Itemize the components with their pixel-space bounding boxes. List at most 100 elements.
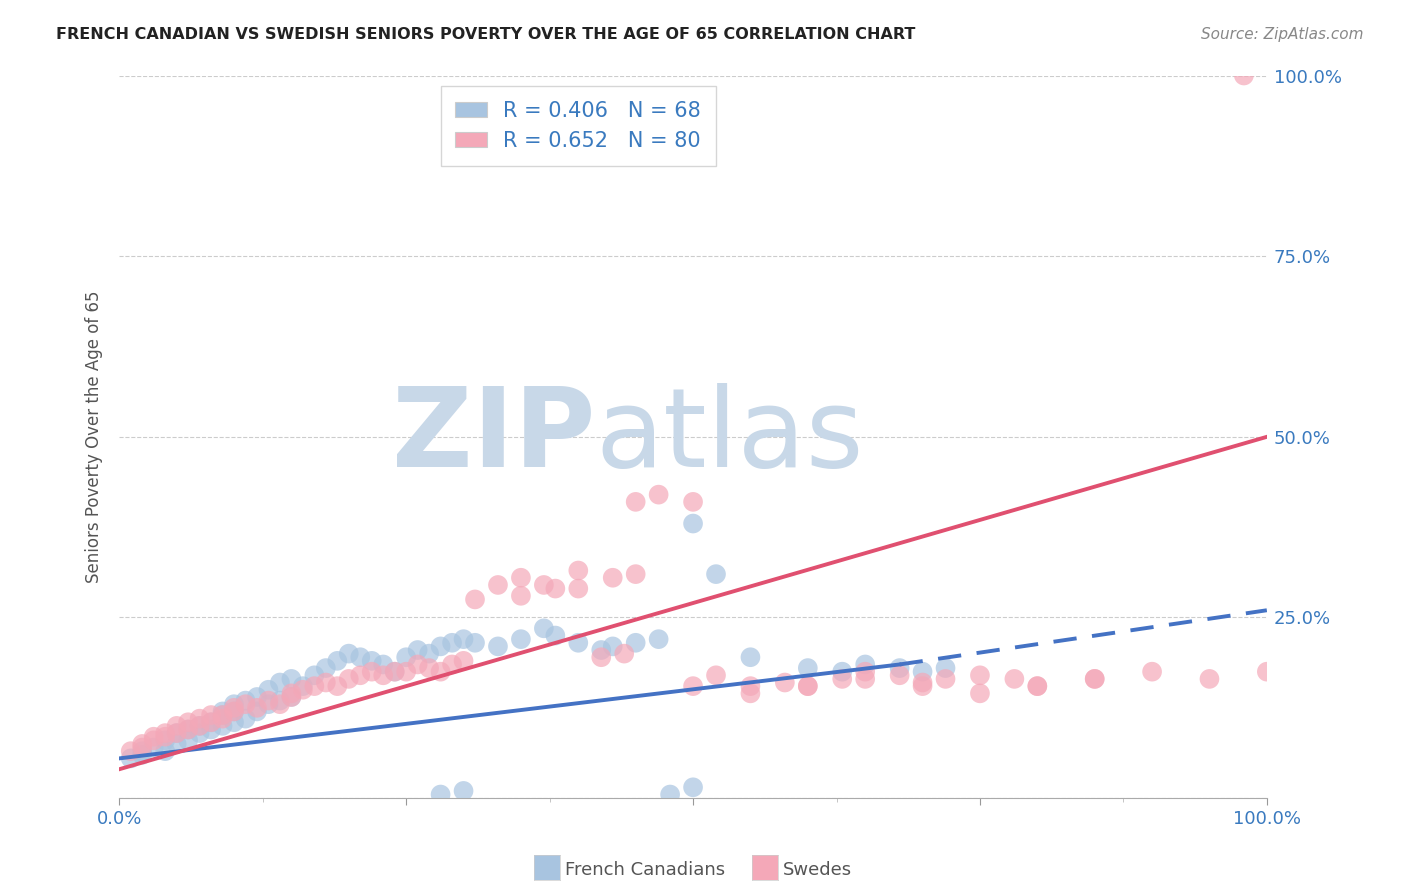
Point: [166, 726, 188, 740]
Point: [349, 668, 371, 682]
Point: [624, 636, 647, 650]
Point: [969, 686, 991, 700]
Text: Source: ZipAtlas.com: Source: ZipAtlas.com: [1201, 27, 1364, 42]
Point: [934, 661, 956, 675]
Point: [509, 632, 531, 647]
Point: [315, 675, 337, 690]
Point: [142, 730, 165, 744]
Point: [235, 693, 257, 707]
Point: [153, 726, 176, 740]
Point: [544, 582, 567, 596]
Point: [177, 723, 200, 737]
Point: [911, 675, 934, 690]
Point: [969, 668, 991, 682]
Point: [200, 708, 222, 723]
Point: [1140, 665, 1163, 679]
Text: FRENCH CANADIAN VS SWEDISH SENIORS POVERTY OVER THE AGE OF 65 CORRELATION CHART: FRENCH CANADIAN VS SWEDISH SENIORS POVER…: [56, 27, 915, 42]
Point: [304, 668, 326, 682]
Point: [142, 733, 165, 747]
Point: [222, 705, 245, 719]
Point: [853, 665, 876, 679]
Point: [235, 712, 257, 726]
Point: [591, 643, 613, 657]
Point: [280, 690, 302, 704]
Point: [889, 661, 911, 675]
Point: [280, 672, 302, 686]
Point: [200, 715, 222, 730]
Text: atlas: atlas: [596, 384, 865, 491]
Point: [188, 719, 211, 733]
Point: [797, 679, 820, 693]
Point: [740, 650, 762, 665]
Point: [166, 726, 188, 740]
Point: [246, 690, 269, 704]
Point: [453, 784, 475, 798]
Point: [602, 640, 624, 654]
Point: [429, 640, 451, 654]
Point: [257, 682, 280, 697]
Point: [373, 668, 395, 682]
Point: [142, 740, 165, 755]
Point: [349, 650, 371, 665]
Point: [602, 571, 624, 585]
Point: [131, 737, 153, 751]
Point: [131, 744, 153, 758]
Point: [831, 672, 853, 686]
Point: [682, 495, 704, 509]
Point: [1256, 665, 1278, 679]
Point: [406, 643, 429, 657]
Point: [429, 788, 451, 802]
Point: [269, 693, 291, 707]
Point: [1026, 679, 1049, 693]
Point: [120, 751, 142, 765]
Point: [360, 665, 382, 679]
Point: [911, 665, 934, 679]
Point: [269, 675, 291, 690]
Point: [889, 668, 911, 682]
Point: [153, 730, 176, 744]
Point: [441, 636, 464, 650]
Point: [280, 686, 302, 700]
Text: Swedes: Swedes: [783, 861, 852, 879]
Point: [1084, 672, 1107, 686]
Point: [740, 686, 762, 700]
Point: [166, 737, 188, 751]
Point: [131, 747, 153, 762]
Point: [211, 712, 233, 726]
Point: [441, 657, 464, 672]
Point: [533, 621, 555, 635]
Point: [509, 589, 531, 603]
Point: [120, 744, 142, 758]
Point: [291, 679, 314, 693]
Point: [797, 679, 820, 693]
Point: [222, 715, 245, 730]
Point: [315, 661, 337, 675]
Point: [177, 733, 200, 747]
Legend: R = 0.406   N = 68, R = 0.652   N = 80: R = 0.406 N = 68, R = 0.652 N = 80: [441, 86, 716, 166]
Point: [177, 715, 200, 730]
Point: [360, 654, 382, 668]
Point: [773, 675, 796, 690]
Point: [326, 654, 349, 668]
Point: [235, 697, 257, 711]
Point: [853, 657, 876, 672]
Point: [1233, 69, 1256, 83]
Point: [453, 654, 475, 668]
Point: [464, 592, 486, 607]
Point: [464, 636, 486, 650]
Point: [682, 516, 704, 531]
Point: [544, 628, 567, 642]
Point: [222, 701, 245, 715]
Point: [280, 690, 302, 704]
Point: [831, 665, 853, 679]
Point: [246, 705, 269, 719]
Point: [326, 679, 349, 693]
Point: [797, 661, 820, 675]
Text: French Canadians: French Canadians: [565, 861, 725, 879]
Point: [647, 632, 669, 647]
Point: [934, 672, 956, 686]
Point: [211, 705, 233, 719]
Point: [429, 665, 451, 679]
Point: [624, 495, 647, 509]
Point: [395, 665, 418, 679]
